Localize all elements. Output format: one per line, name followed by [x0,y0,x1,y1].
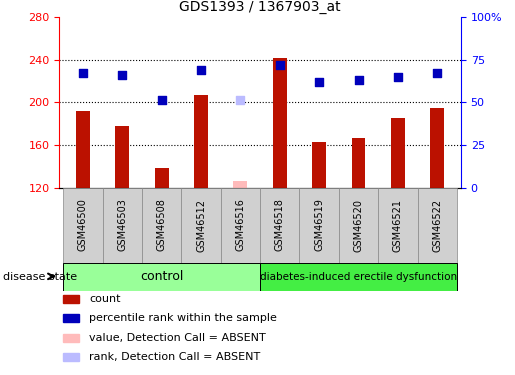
Point [79,70,87,76]
Text: GSM46503: GSM46503 [117,199,127,251]
Point [315,79,323,85]
Bar [299,188,339,262]
Text: value, Detection Call = ABSENT: value, Detection Call = ABSENT [90,333,266,343]
Bar [63,262,260,291]
Point [118,72,126,78]
Point [354,77,363,83]
Text: count: count [90,294,121,304]
Point [197,67,205,73]
Bar [312,142,326,188]
Point [276,62,284,68]
Text: GSM46512: GSM46512 [196,198,206,252]
Bar [233,181,247,188]
Text: GSM46521: GSM46521 [393,198,403,252]
Bar [102,188,142,262]
Bar [339,188,378,262]
Bar [260,188,299,262]
Point [158,98,166,104]
Bar [142,188,181,262]
Title: GDS1393 / 1367903_at: GDS1393 / 1367903_at [179,0,341,15]
Text: GSM46522: GSM46522 [432,198,442,252]
Text: GSM46516: GSM46516 [235,199,245,251]
Text: disease state: disease state [3,272,77,282]
Bar [63,334,79,342]
Text: GSM46508: GSM46508 [157,199,167,251]
Point [394,74,402,80]
Bar [63,314,79,322]
Bar [273,58,287,188]
Text: GSM46520: GSM46520 [353,198,364,252]
Bar [181,188,221,262]
Text: GSM46519: GSM46519 [314,199,324,251]
Bar [63,295,79,303]
Bar [115,126,129,188]
Bar [63,188,102,262]
Bar [260,262,457,291]
Text: rank, Detection Call = ABSENT: rank, Detection Call = ABSENT [90,352,261,362]
Text: diabetes-induced erectile dysfunction: diabetes-induced erectile dysfunction [260,272,457,282]
Bar [154,168,168,188]
Text: control: control [140,270,183,283]
Bar [352,138,366,188]
Bar [63,353,79,361]
Text: percentile rank within the sample: percentile rank within the sample [90,313,277,323]
Point [433,70,441,76]
Text: GSM46518: GSM46518 [275,199,285,251]
Bar [76,111,90,188]
Bar [378,188,418,262]
Bar [221,188,260,262]
Bar [391,118,405,188]
Bar [194,95,208,188]
Bar [418,188,457,262]
Text: GSM46500: GSM46500 [78,199,88,251]
Bar [431,108,444,188]
Point [236,98,245,104]
